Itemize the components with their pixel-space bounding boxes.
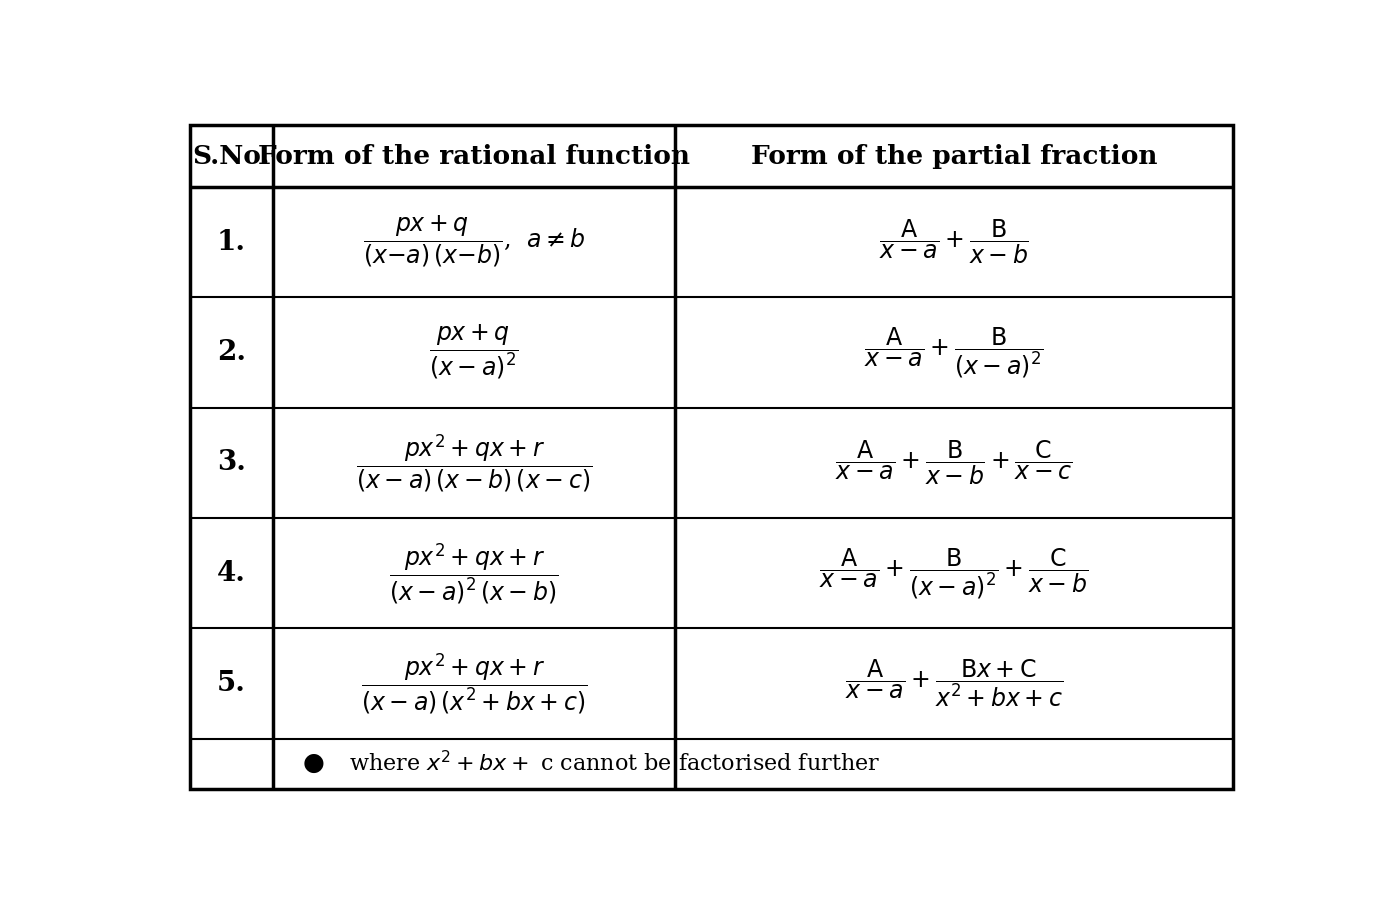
Text: Form of the partial fraction: Form of the partial fraction — [751, 144, 1158, 168]
Text: $\dfrac{px^2+qx+r}{(x-a)\,(x-b)\,(x-c)}$: $\dfrac{px^2+qx+r}{(x-a)\,(x-b)\,(x-c)}$ — [355, 432, 593, 494]
Text: $\dfrac{\mathrm{A}}{x-a}+\dfrac{\mathrm{B}}{x-b}+\dfrac{\mathrm{C}}{x-c}$: $\dfrac{\mathrm{A}}{x-a}+\dfrac{\mathrm{… — [836, 438, 1073, 487]
Text: Form of the rational function: Form of the rational function — [258, 144, 690, 168]
Text: $\dfrac{\mathrm{A}}{x-a}+\dfrac{\mathrm{B}}{(x-a)^2}$: $\dfrac{\mathrm{A}}{x-a}+\dfrac{\mathrm{… — [865, 325, 1044, 380]
Text: $\dfrac{px^2+qx+r}{(x-a)^2\,(x-b)}$: $\dfrac{px^2+qx+r}{(x-a)^2\,(x-b)}$ — [389, 541, 559, 606]
Text: $\dfrac{px+q}{(x{-}a)\,(x{-}b)}$,  $a \neq b$: $\dfrac{px+q}{(x{-}a)\,(x{-}b)}$, $a \ne… — [362, 215, 586, 269]
Text: 4.: 4. — [217, 560, 246, 587]
Text: ●: ● — [303, 752, 325, 775]
Text: $\dfrac{\mathrm{A}}{x-a}+\dfrac{\mathrm{B}}{(x-a)^2}+\dfrac{\mathrm{C}}{x-b}$: $\dfrac{\mathrm{A}}{x-a}+\dfrac{\mathrm{… — [819, 546, 1088, 600]
Text: where $x^2 + bx + $ c cannot be factorised further: where $x^2 + bx + $ c cannot be factoris… — [335, 752, 880, 777]
Text: $\dfrac{\mathrm{A}}{x-a}+\dfrac{\mathrm{B}}{x-b}$: $\dfrac{\mathrm{A}}{x-a}+\dfrac{\mathrm{… — [879, 218, 1029, 266]
Text: 1.: 1. — [217, 229, 246, 256]
Text: $\dfrac{\mathrm{A}}{x-a}+\dfrac{\mathrm{B}x+\mathrm{C}}{x^2+bx+c}$: $\dfrac{\mathrm{A}}{x-a}+\dfrac{\mathrm{… — [845, 658, 1063, 709]
Text: 3.: 3. — [217, 449, 246, 476]
Text: $\dfrac{px^2+qx+r}{(x-a)\,(x^2+bx+c)}$: $\dfrac{px^2+qx+r}{(x-a)\,(x^2+bx+c)}$ — [361, 651, 587, 716]
Text: $\dfrac{px+q}{(x-a)^2}$: $\dfrac{px+q}{(x-a)^2}$ — [429, 324, 519, 382]
Text: 5.: 5. — [217, 670, 246, 698]
Text: 2.: 2. — [217, 339, 246, 366]
Text: S.No.: S.No. — [193, 144, 271, 168]
